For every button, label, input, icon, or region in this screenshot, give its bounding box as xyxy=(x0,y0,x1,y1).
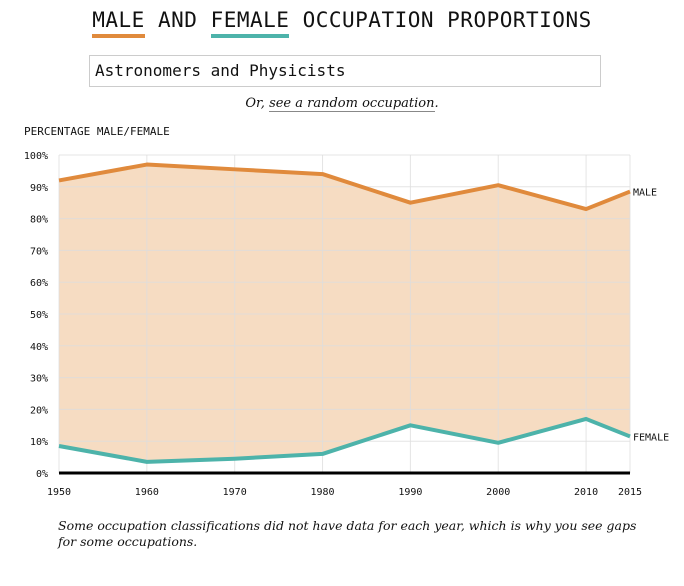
y-tick-label: 0% xyxy=(36,469,48,480)
male-series-line xyxy=(58,162,631,212)
female-series-line xyxy=(58,416,631,464)
y-tick-label: 20% xyxy=(30,405,48,416)
x-tick-label: 1960 xyxy=(135,487,159,498)
y-tick-label: 90% xyxy=(30,183,48,194)
title-female: FEMALE xyxy=(210,8,290,38)
x-tick-label: 2010 xyxy=(574,487,598,498)
y-tick-label: 40% xyxy=(30,342,48,353)
y-tick-label: 100% xyxy=(24,151,48,162)
page-title: MALE AND FEMALE OCCUPATION PROPORTIONS xyxy=(0,8,684,38)
random-occupation-line: Or, see a random occupation. xyxy=(0,96,684,112)
x-tick-label: 2000 xyxy=(486,487,510,498)
area-between-fill xyxy=(59,164,630,462)
title-rest: OCCUPATION PROPORTIONS xyxy=(302,8,592,32)
title-and: AND xyxy=(157,8,198,32)
random-prefix: Or, xyxy=(245,96,265,111)
y-tick-label: 30% xyxy=(30,374,48,385)
x-tick-label: 1950 xyxy=(47,487,71,498)
y-tick-label: 70% xyxy=(30,246,48,257)
x-tick-label: 1990 xyxy=(398,487,422,498)
x-tick-label: 1970 xyxy=(223,487,247,498)
x-tick-label: 1980 xyxy=(310,487,334,498)
occupation-search-input[interactable]: Astronomers and Physicists xyxy=(89,55,601,87)
male-series-label: MALE xyxy=(633,188,657,199)
random-suffix: . xyxy=(434,96,439,111)
y-axis-label: PERCENTAGE MALE/FEMALE xyxy=(24,125,170,138)
female-series-label: FEMALE xyxy=(633,432,669,443)
y-tick-label: 10% xyxy=(30,437,48,448)
footnote: Some occupation classifications did not … xyxy=(58,518,637,549)
x-tick-label: 2015 xyxy=(618,487,642,498)
y-tick-label: 60% xyxy=(30,278,48,289)
y-tick-label: 50% xyxy=(30,310,48,321)
y-tick-label: 80% xyxy=(30,215,48,226)
title-male: MALE xyxy=(92,8,145,38)
random-occupation-link[interactable]: see a random occupation xyxy=(269,96,435,112)
